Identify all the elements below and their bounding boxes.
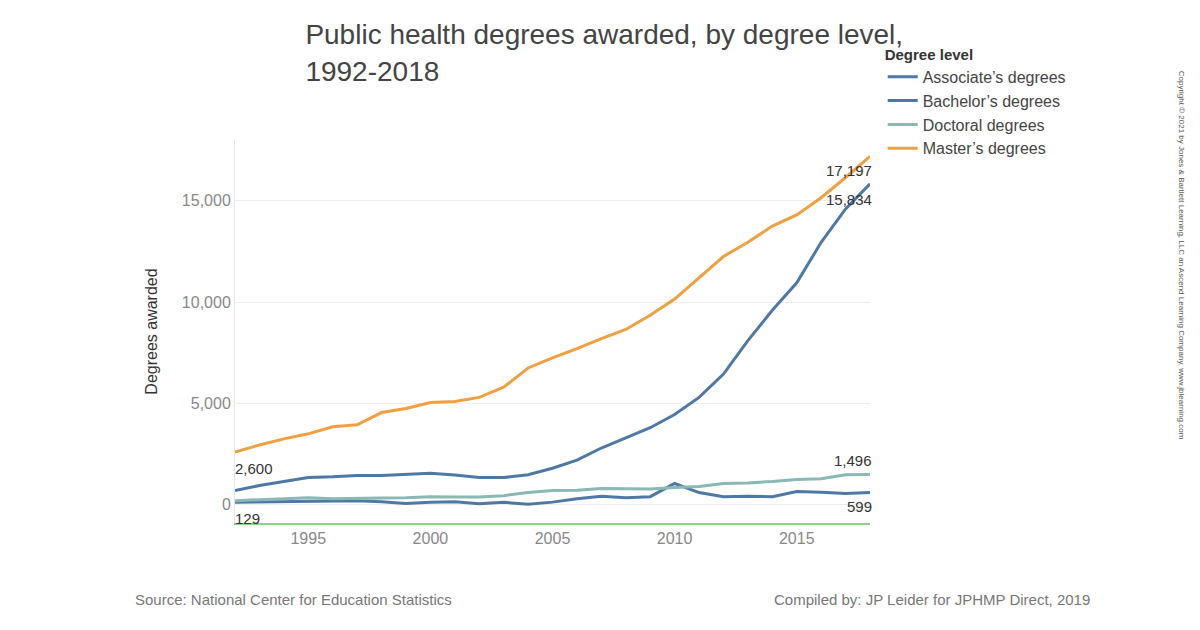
svg-text:5,000: 5,000 (191, 395, 231, 412)
svg-text:2010: 2010 (657, 530, 693, 547)
svg-text:17,197: 17,197 (826, 162, 872, 179)
svg-text:1995: 1995 (290, 530, 326, 547)
svg-text:15,834: 15,834 (826, 191, 872, 208)
svg-text:2015: 2015 (779, 530, 815, 547)
svg-text:10,000: 10,000 (182, 294, 231, 311)
svg-text:599: 599 (847, 498, 872, 515)
svg-text:Copyright © 2021 by Jones & Ba: Copyright © 2021 by Jones & Bartlett Lea… (1177, 71, 1186, 440)
svg-text:2005: 2005 (535, 530, 571, 547)
svg-text:Degrees awarded: Degrees awarded (143, 268, 160, 394)
svg-text:Source: National Center for Ed: Source: National Center for Education St… (135, 591, 452, 608)
svg-text:Public health degrees awarded,: Public health degrees awarded, by degree… (305, 19, 903, 86)
svg-text:129: 129 (235, 510, 260, 527)
svg-text:Associate’s degrees: Associate’s degrees (923, 69, 1066, 86)
svg-text:2,600: 2,600 (235, 460, 273, 477)
svg-text:0: 0 (222, 496, 231, 513)
svg-text:1,496: 1,496 (834, 452, 872, 469)
svg-text:Doctoral degrees: Doctoral degrees (923, 117, 1045, 134)
svg-text:Master’s degrees: Master’s degrees (923, 140, 1046, 157)
svg-text:15,000: 15,000 (182, 192, 231, 209)
svg-text:Degree level: Degree level (885, 46, 973, 63)
svg-text:Compiled by: JP Leider for JPH: Compiled by: JP Leider for JPHMP Direct,… (774, 591, 1090, 608)
svg-text:Bachelor’s degrees: Bachelor’s degrees (923, 93, 1060, 110)
svg-text:2000: 2000 (413, 530, 449, 547)
